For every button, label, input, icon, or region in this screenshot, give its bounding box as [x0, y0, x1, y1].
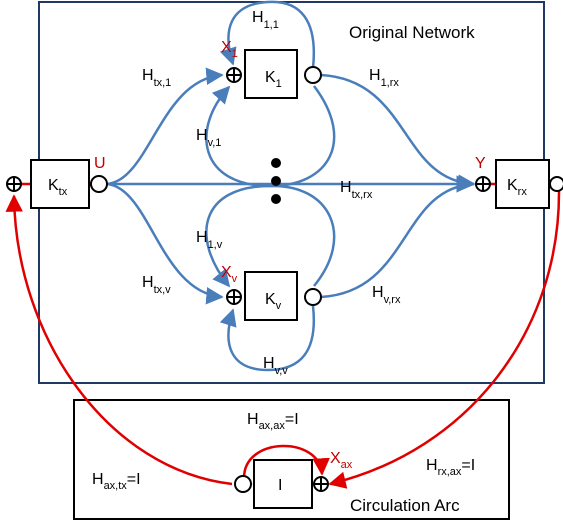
signal-x1-label: X1	[221, 39, 238, 60]
svg-text:Krx: Krx	[507, 177, 527, 198]
summing-junction-ax	[313, 476, 329, 492]
edge-h-1-1	[219, 0, 316, 69]
pickoff-node-v	[304, 288, 322, 306]
edge-h-tx-v	[106, 182, 224, 305]
pickoff-node-icon	[90, 66, 563, 493]
block-k-1: K1	[244, 49, 298, 99]
edge-h-1-rx	[320, 73, 476, 192]
block-k-v: Kv	[244, 271, 298, 321]
block-k-rx: Krx	[495, 159, 550, 209]
svg-text:Ktx: Ktx	[48, 177, 68, 198]
edge-h-tx-1	[106, 67, 224, 186]
edge-label-h-tx-v: Htx,v	[142, 274, 171, 296]
original-network-title: Original Network	[349, 23, 475, 42]
signal-xv-label: Xv	[221, 264, 238, 285]
signal-xax-label: Xax	[330, 450, 353, 471]
block-k-tx: Ktx	[30, 159, 90, 209]
edge-h-v-v	[219, 305, 316, 372]
edge-label-h-1-rx: H1,rx	[369, 67, 399, 89]
edge-label-h-tx-rx: Htx,rx	[340, 179, 373, 201]
signal-y-label: Y	[475, 155, 486, 172]
pickoff-node-1	[304, 66, 322, 84]
edge-label-h-ax-ax: Hax,ax=I	[247, 411, 299, 432]
edge-h-ax-tx	[5, 194, 233, 486]
edge-h-v-rx	[320, 182, 475, 299]
circulation-arc-title: Circulation Arc	[350, 496, 460, 515]
summing-junction-icon	[6, 67, 491, 492]
edge-h-rx-ax	[328, 189, 561, 489]
blue-edges	[106, 0, 476, 372]
signal-u-label: U	[94, 155, 106, 172]
pickoff-node-rx	[549, 176, 563, 192]
pickoff-node-ax	[234, 475, 252, 493]
edge-label-h-1-1: H1,1	[252, 9, 279, 31]
edge-label-h-v-1: Hv,1	[196, 127, 221, 149]
edge-label-h-v-v: Hv,v	[263, 355, 288, 377]
edge-h-1-v	[205, 184, 336, 288]
summing-junction-rx	[475, 176, 491, 192]
edge-h-ax-ax	[242, 444, 330, 479]
svg-text:I: I	[278, 477, 282, 494]
pickoff-node-tx	[90, 175, 108, 193]
svg-text:Kv: Kv	[265, 291, 282, 312]
block-identity: I	[253, 459, 313, 509]
summing-junction-tx	[6, 176, 22, 192]
edge-label-h-rx-ax: Hrx,ax=I	[426, 457, 475, 478]
ellipsis-dots-icon	[271, 158, 281, 204]
edge-label-h-ax-tx: Hax,tx=I	[92, 471, 141, 492]
summing-junction-1	[226, 67, 242, 83]
svg-text:K1: K1	[265, 69, 282, 90]
edge-label-h-1-v: H1,v	[196, 229, 223, 251]
summing-junction-v	[226, 289, 242, 305]
edge-h-v-1	[205, 85, 336, 188]
edge-label-h-v-rx: Hv,rx	[372, 284, 401, 306]
edge-label-h-tx-1: Htx,1	[142, 67, 171, 89]
